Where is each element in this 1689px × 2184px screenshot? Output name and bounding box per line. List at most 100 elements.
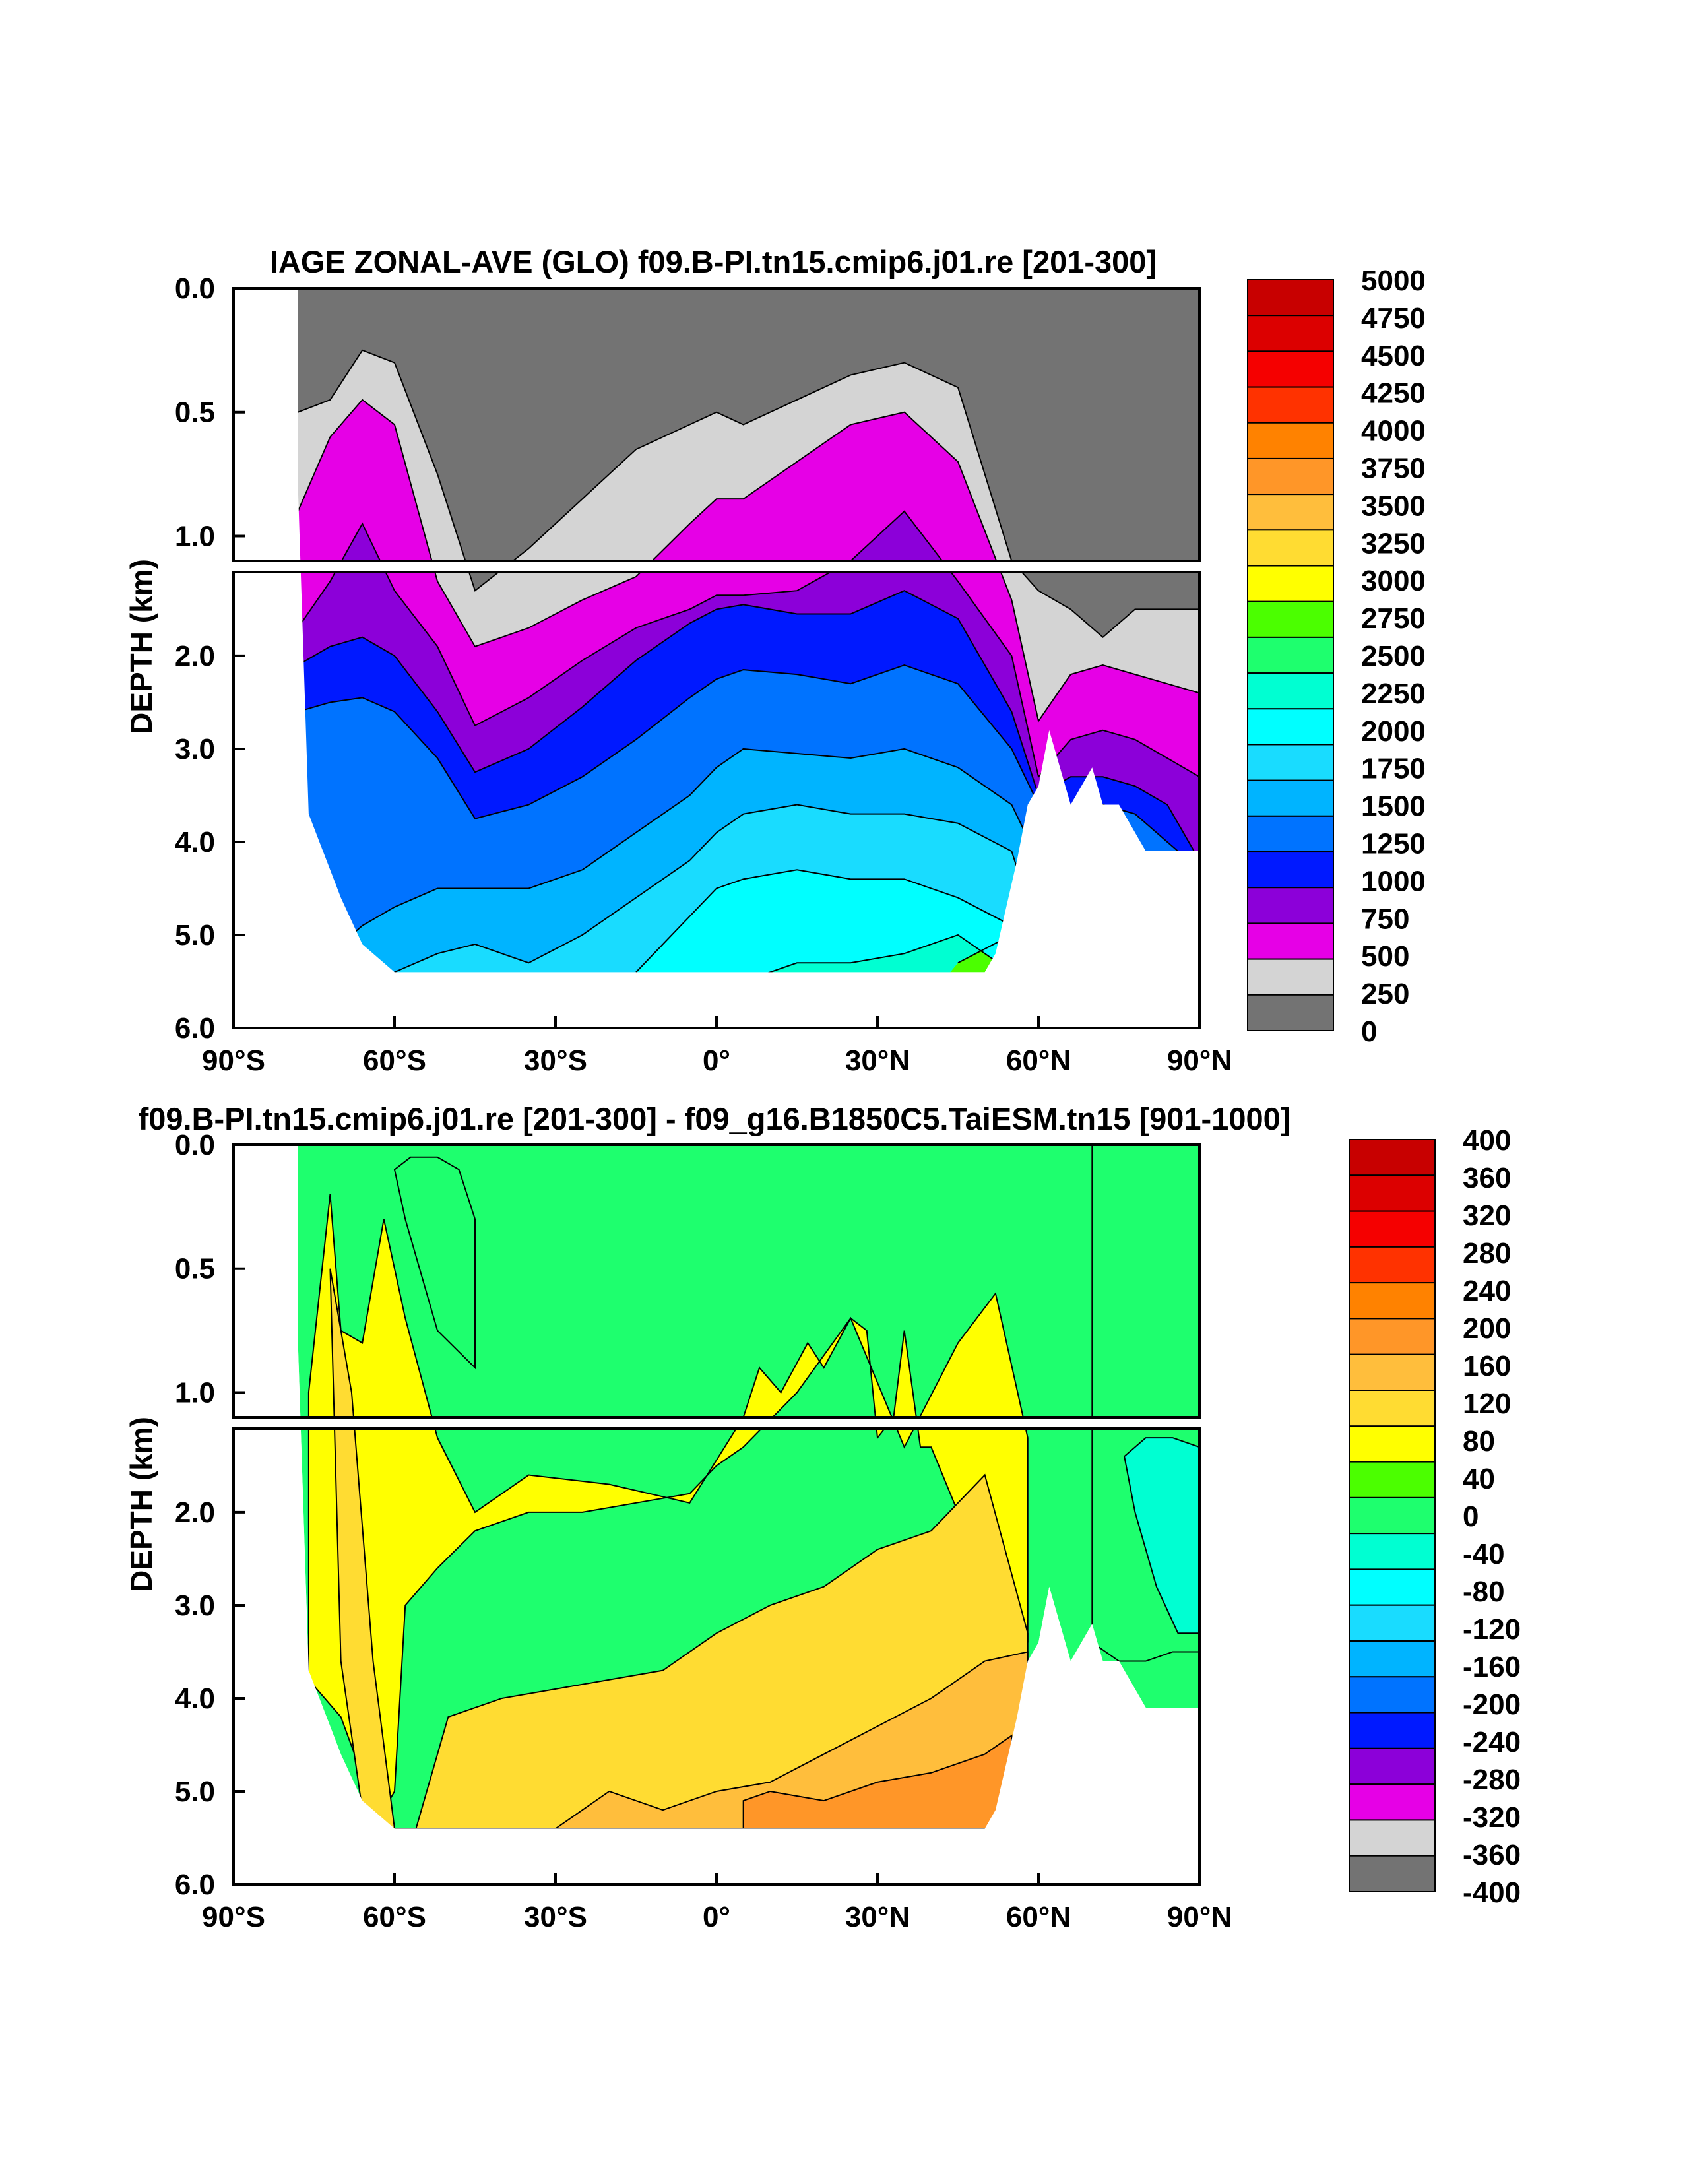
colorbar-label: 2250 [1361, 678, 1426, 710]
colorbar-box [1247, 494, 1334, 531]
colorbar-label: 40 [1463, 1463, 1495, 1495]
land-mask [234, 572, 1199, 1028]
colorbar-box [1349, 1568, 1436, 1606]
contour-region-40-80 [307, 1194, 1024, 1417]
x-tick-label: 90°S [202, 1901, 265, 1933]
colorbar-label: 280 [1463, 1237, 1511, 1269]
land-mask [234, 1145, 301, 1417]
contour-line-250 [298, 349, 1013, 561]
colorbar-box [1349, 1604, 1436, 1642]
colorbar-box [1349, 1318, 1436, 1355]
colorbar: 5000475045004250400037503500325030002750… [1247, 265, 1426, 1048]
colorbar-box [1247, 457, 1334, 496]
subpanel-lower [234, 572, 1199, 1028]
colorbar-box [1247, 851, 1334, 889]
difference-panel: f09.B-PI.tn15.cmip6.j01.re [201-300] - f… [124, 1101, 1521, 1933]
colorbar-box [1349, 1353, 1436, 1392]
contour-region--40-0 [1091, 1145, 1199, 1417]
colorbar-box [1349, 1747, 1436, 1785]
contour-line-1000 [298, 590, 1199, 861]
colorbar-box [1247, 279, 1334, 317]
contour-line-2000 [635, 869, 1012, 973]
y-tick-label: 0.5 [175, 1253, 215, 1285]
colorbar-label: -80 [1463, 1576, 1505, 1608]
colorbar: 40036032028024020016012080400-40-80-120-… [1349, 1124, 1521, 1909]
x-tick-label: 90°S [202, 1044, 265, 1077]
colorbar-box [1247, 600, 1334, 638]
x-tick-label: 30°S [524, 1901, 587, 1933]
contour-region--80--40 [1124, 1437, 1199, 1634]
colorbar-box [1349, 1282, 1436, 1320]
y-tick-label: 6.0 [175, 1869, 215, 1901]
colorbar-box [1247, 422, 1334, 459]
x-tick-label: 30°N [845, 1044, 910, 1077]
colorbar-box [1349, 1246, 1436, 1284]
y-tick-label: 4.0 [175, 1683, 215, 1715]
colorbar-label: 1750 [1361, 753, 1426, 785]
colorbar-box [1349, 1461, 1436, 1498]
x-tick-label: 60°S [363, 1044, 426, 1077]
x-tick-label: 60°N [1006, 1901, 1071, 1933]
colorbar-label: 1000 [1361, 865, 1426, 897]
colorbar-label: 1250 [1361, 828, 1426, 860]
y-tick-label: 6.0 [175, 1012, 215, 1044]
colorbar-label: 360 [1463, 1162, 1511, 1194]
colorbar-box [1349, 1425, 1436, 1463]
colorbar-label: 2500 [1361, 640, 1426, 672]
subpanel-lower [234, 1429, 1199, 1884]
colorbar-label: 0 [1463, 1500, 1479, 1533]
colorbar-label: 200 [1463, 1312, 1511, 1345]
colorbar-label: 500 [1361, 940, 1409, 973]
subpanel-upper [234, 288, 1199, 561]
land-mask [234, 288, 301, 561]
y-tick-label: 1.0 [175, 1376, 215, 1409]
y-tick-label: 0.0 [175, 1129, 215, 1161]
colorbar-label: -320 [1463, 1801, 1521, 1834]
colorbar-box [1247, 350, 1334, 388]
x-tick-label: 0° [703, 1901, 730, 1933]
colorbar-label: -200 [1463, 1688, 1521, 1721]
colorbar-label: 120 [1463, 1388, 1511, 1420]
colorbar-box [1349, 1712, 1436, 1749]
y-tick-label: 3.0 [175, 733, 215, 765]
colorbar-box [1349, 1676, 1436, 1714]
upper-frame [232, 287, 1201, 562]
contour-band-0 [298, 288, 1199, 561]
colorbar-label: -120 [1463, 1613, 1521, 1646]
colorbar-label: 2750 [1361, 602, 1426, 635]
y-tick-label: 2.0 [175, 1496, 215, 1529]
colorbar-label: -280 [1463, 1764, 1521, 1796]
y-tick-label: 0.0 [175, 273, 215, 305]
colorbar-box [1349, 1210, 1436, 1248]
contour-line-1750 [362, 804, 1039, 992]
colorbar-box [1349, 1139, 1436, 1176]
x-tick-label: 0° [703, 1044, 730, 1077]
colorbar-box [1247, 529, 1334, 567]
colorbar-label: 4500 [1361, 340, 1426, 372]
colorbar-label: 3750 [1361, 453, 1426, 485]
x-axis: 90°S 60°S 30°S 0° 30°N 60°N 90°N [202, 1873, 1232, 1933]
colorbar-box [1247, 565, 1334, 602]
colorbar-label: 160 [1463, 1350, 1511, 1382]
colorbar-box [1247, 994, 1334, 1032]
y-axis: 0.0 0.5 1.0 2.0 3.0 4.0 5.0 6.0 [175, 273, 245, 1044]
colorbar-label: 4000 [1361, 415, 1426, 447]
colorbar-box [1247, 315, 1334, 352]
colorbar-box [1247, 922, 1334, 960]
colorbar-box [1349, 1855, 1436, 1893]
x-axis: 90°S 60°S 30°S 0° 30°N 60°N 90°N [202, 1016, 1232, 1077]
colorbar-box [1349, 1174, 1436, 1212]
colorbar-label: 400 [1463, 1124, 1511, 1157]
x-tick-label: 90°N [1167, 1044, 1232, 1077]
upper-frame [232, 1143, 1201, 1419]
x-tick-label: 30°S [524, 1044, 587, 1077]
colorbar-box [1349, 1390, 1436, 1427]
colorbar-label: 3250 [1361, 527, 1426, 560]
contour-region-80-120 [329, 1268, 354, 1417]
colorbar-label: 250 [1361, 978, 1409, 1010]
x-tick-label: 30°N [845, 1901, 910, 1933]
y-tick-label: 3.0 [175, 1590, 215, 1622]
subpanel-upper [234, 1145, 1199, 1417]
y-tick-label: 5.0 [175, 1776, 215, 1808]
